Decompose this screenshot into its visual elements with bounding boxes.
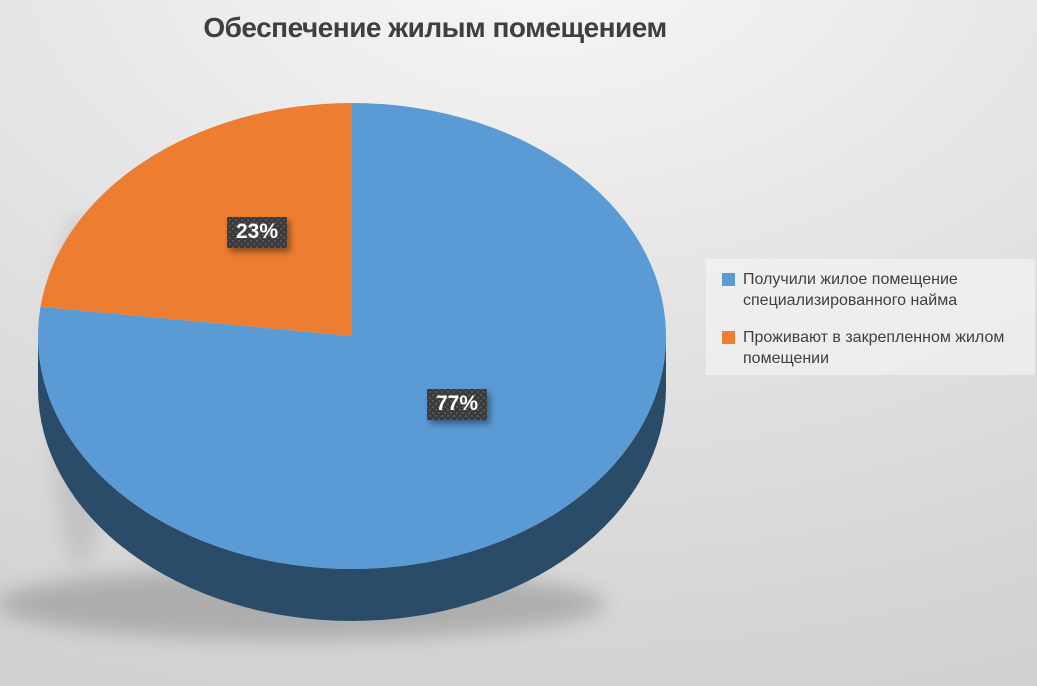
data-label-23pct: 23%	[227, 217, 287, 248]
legend-color-swatch-icon	[722, 331, 735, 344]
legend-item-label: Проживают в закрепленном жилом помещении	[743, 329, 1005, 367]
legend: Получили жилое помещение специализирован…	[706, 259, 1035, 375]
legend-item-label: Получили жилое помещение специализирован…	[743, 271, 958, 309]
pie-slice-1[interactable]	[40, 103, 352, 336]
chart-title: Обеспечение жилым помещением	[203, 12, 667, 43]
pie-slice-0[interactable]	[38, 103, 667, 569]
legend-item-specialized-housing[interactable]: Получили жилое помещение специализирован…	[722, 269, 1027, 311]
data-label-77pct: 77%	[427, 389, 487, 420]
pie-3d-side	[38, 336, 666, 621]
legend-item-assigned-housing[interactable]: Проживают в закрепленном жилом помещении	[722, 327, 1027, 369]
legend-color-swatch-icon	[722, 273, 735, 286]
